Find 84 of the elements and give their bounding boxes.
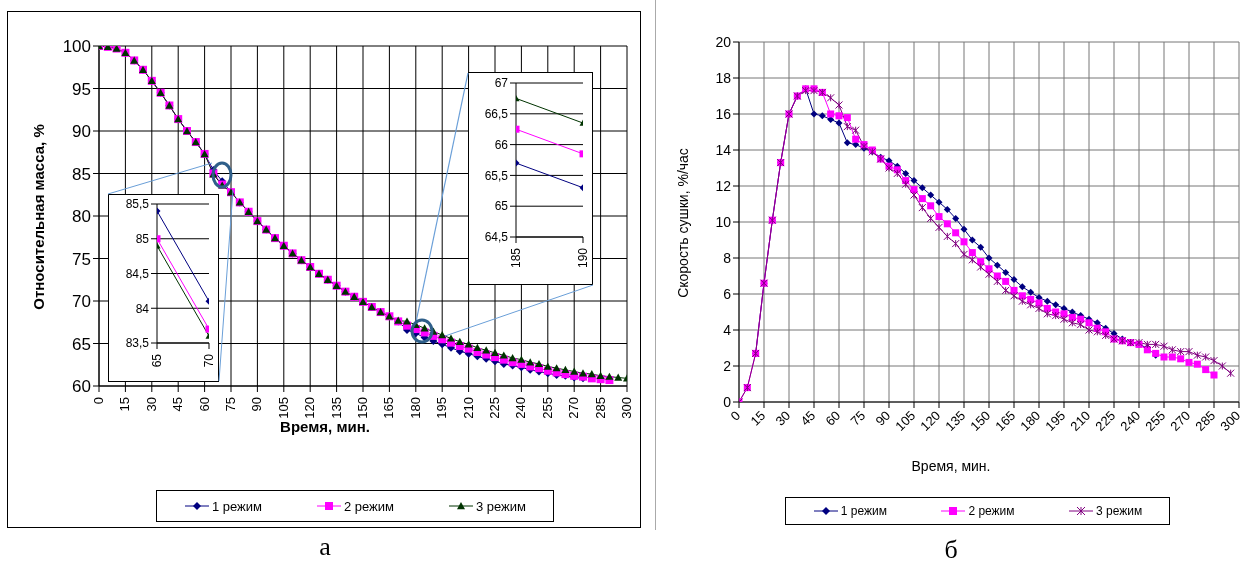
x-tick-label: 210 <box>460 397 476 419</box>
x-tick-label: 180 <box>407 397 423 419</box>
y-axis-title: Относительная масса, % <box>29 124 47 310</box>
x-tick-label: 300 <box>1217 407 1244 434</box>
y-tick-label: 65,5 <box>484 168 509 183</box>
y-tick-label: 8 <box>723 249 732 266</box>
x-tick-label: 75 <box>223 397 238 412</box>
x-tick-label: 150 <box>355 397 370 419</box>
x-tick-label: 15 <box>747 407 769 429</box>
y-tick-label: 60 <box>72 377 91 397</box>
x-axis-title: Время, мин. <box>910 458 992 474</box>
y-tick-label: 67 <box>494 76 509 91</box>
x-tick-label: 210 <box>1067 407 1094 434</box>
y-tick-label: 66 <box>494 137 509 152</box>
text: а <box>318 532 332 562</box>
y-tick-label: 65 <box>72 334 91 354</box>
legend-label: 3 режим <box>475 498 527 514</box>
x-tick-label: 30 <box>143 397 159 412</box>
y-tick-label: 95 <box>72 79 91 99</box>
x-tick-label: 240 <box>513 397 529 419</box>
y-tick-label: 85 <box>72 164 91 184</box>
x-tick-label: 300 <box>619 397 634 419</box>
x-tick-label: 120 <box>917 407 944 434</box>
x-axis-title: Время, мин. <box>279 418 371 435</box>
x-tick-label: 60 <box>196 397 212 412</box>
x-tick-label: 105 <box>892 407 919 434</box>
y-tick-label: 85,5 <box>125 197 150 212</box>
y-tick-label: 70 <box>72 292 91 312</box>
y-tick-label: 64,5 <box>484 230 509 245</box>
y-tick-label: 85 <box>135 232 150 247</box>
x-tick-label: 195 <box>1042 407 1069 434</box>
y-tick-label: 10 <box>715 213 732 230</box>
y-tick-label: 65 <box>494 199 509 214</box>
x-tick-label: 240 <box>1117 407 1144 434</box>
x-tick-label: 105 <box>275 397 291 419</box>
y-tick-label: 100 <box>62 37 91 57</box>
x-tick-label: 30 <box>772 407 794 429</box>
legend-label: 3 режим <box>1096 504 1143 518</box>
x-tick-label: 15 <box>117 397 133 412</box>
y-tick-label: 84,5 <box>125 266 150 281</box>
x-tick-label: 45 <box>797 407 819 429</box>
x-tick-label: 180 <box>1017 407 1044 434</box>
legend-label: 2 режим <box>343 498 395 514</box>
y-tick-label: 2 <box>723 357 732 374</box>
legend-label: 1 режим <box>211 498 263 514</box>
y-tick-label: 66,5 <box>484 107 509 122</box>
x-tick-label: 270 <box>1167 407 1194 434</box>
x-tick-label: 285 <box>592 397 608 419</box>
x-tick-label: 60 <box>822 407 844 429</box>
y-tick-label: 20 <box>715 33 732 50</box>
x-tick-label: 185 <box>509 247 523 269</box>
y-tick-label: 16 <box>715 105 732 122</box>
x-tick-label: 270 <box>566 397 582 419</box>
x-tick-label: 165 <box>381 397 397 419</box>
x-tick-label: 195 <box>434 397 450 419</box>
x-tick-label: 120 <box>302 397 318 419</box>
y-tick-label: 18 <box>715 69 732 86</box>
y-tick-label: 6 <box>723 285 732 302</box>
x-tick-label: 75 <box>847 407 869 429</box>
x-tick-label: 225 <box>487 397 502 419</box>
y-tick-label: 4 <box>723 321 732 338</box>
x-tick-label: 90 <box>249 397 265 412</box>
x-tick-label: 190 <box>576 247 590 269</box>
x-tick-label: 45 <box>170 397 186 412</box>
x-tick-label: 255 <box>539 397 555 419</box>
y-tick-label: 14 <box>715 141 732 158</box>
y-tick-label: 90 <box>72 122 91 142</box>
x-tick-label: 0 <box>91 397 106 405</box>
x-tick-label: 255 <box>1142 407 1169 434</box>
x-tick-label: 90 <box>872 407 894 429</box>
text: б <box>943 535 959 564</box>
x-tick-label: 225 <box>1092 407 1119 434</box>
y-tick-label: 12 <box>715 177 732 194</box>
y-tick-label: 84 <box>135 301 150 316</box>
x-tick-label: 135 <box>328 397 344 419</box>
x-tick-label: 150 <box>967 407 994 434</box>
x-tick-label: 135 <box>942 407 969 434</box>
x-tick-label: 285 <box>1192 407 1219 434</box>
y-tick-label: 83,5 <box>125 336 150 351</box>
x-tick-label: 165 <box>992 407 1019 434</box>
y-tick-label: 80 <box>72 207 91 227</box>
y-axis-title: Скорость сушки, %/час <box>675 148 691 298</box>
legend-label: 1 режим <box>840 504 887 518</box>
legend-label: 2 режим <box>968 504 1015 518</box>
